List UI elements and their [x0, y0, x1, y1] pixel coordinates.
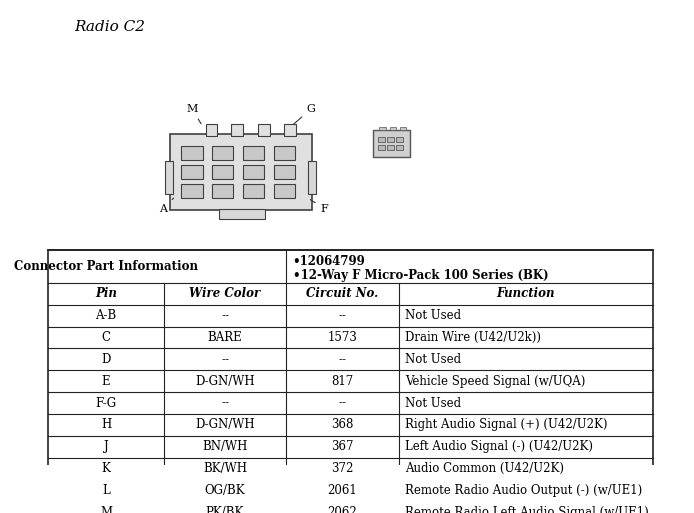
Text: F-G: F-G — [96, 397, 117, 409]
Text: BN/WH: BN/WH — [203, 440, 248, 453]
Text: Not Used: Not Used — [405, 309, 462, 322]
Text: M: M — [100, 505, 112, 513]
Text: Not Used: Not Used — [405, 353, 462, 366]
Bar — [181, 165, 203, 179]
Text: BK/WH: BK/WH — [203, 462, 247, 475]
Text: --: -- — [221, 397, 229, 409]
Bar — [373, 130, 410, 157]
Bar — [232, 124, 243, 136]
Text: J: J — [103, 440, 108, 453]
Text: --: -- — [339, 353, 346, 366]
Text: H: H — [101, 418, 111, 431]
Text: 372: 372 — [331, 462, 354, 475]
Bar — [285, 124, 296, 136]
Text: M: M — [187, 104, 201, 124]
Text: --: -- — [221, 309, 229, 322]
Bar — [212, 165, 233, 179]
Text: --: -- — [339, 397, 346, 409]
Text: A: A — [160, 198, 174, 213]
Bar — [274, 184, 295, 198]
Text: •12064799: •12064799 — [293, 255, 365, 268]
Text: --: -- — [221, 353, 229, 366]
Text: E: E — [102, 374, 110, 388]
Bar — [400, 127, 407, 130]
Bar — [387, 145, 393, 150]
Bar — [378, 137, 384, 143]
Text: L: L — [102, 484, 110, 497]
Text: 2061: 2061 — [328, 484, 357, 497]
Bar — [165, 161, 173, 194]
Bar — [181, 146, 203, 160]
Text: K: K — [101, 462, 110, 475]
Text: 368: 368 — [331, 418, 354, 431]
Bar — [308, 161, 316, 194]
Text: D-GN/WH: D-GN/WH — [195, 418, 255, 431]
Text: Wire Color: Wire Color — [189, 287, 261, 301]
Bar — [48, 250, 653, 513]
Bar — [181, 184, 203, 198]
Text: 1573: 1573 — [328, 331, 357, 344]
Bar — [274, 165, 295, 179]
Text: Function: Function — [496, 287, 555, 301]
Bar — [170, 133, 312, 210]
Text: PK/BK: PK/BK — [206, 505, 244, 513]
Text: D: D — [101, 353, 111, 366]
Bar — [396, 137, 403, 143]
Bar — [380, 127, 386, 130]
Text: OG/BK: OG/BK — [205, 484, 246, 497]
Text: BARE: BARE — [208, 331, 242, 344]
Bar — [390, 127, 396, 130]
Bar — [387, 137, 393, 143]
Bar — [243, 184, 264, 198]
Bar — [274, 146, 295, 160]
Bar — [219, 209, 265, 220]
Text: Left Audio Signal (-) (U42/U2K): Left Audio Signal (-) (U42/U2K) — [405, 440, 593, 453]
Bar — [243, 165, 264, 179]
Text: Connector Part Information: Connector Part Information — [14, 260, 198, 273]
Bar — [378, 145, 384, 150]
Bar — [212, 184, 233, 198]
Text: Radio C2: Radio C2 — [74, 20, 145, 34]
Bar — [396, 145, 403, 150]
Bar — [243, 146, 264, 160]
Text: Vehicle Speed Signal (w/UQA): Vehicle Speed Signal (w/UQA) — [405, 374, 586, 388]
Text: 2062: 2062 — [328, 505, 357, 513]
Text: 367: 367 — [331, 440, 354, 453]
Text: Not Used: Not Used — [405, 397, 462, 409]
Text: Remote Radio Audio Output (-) (w/UE1): Remote Radio Audio Output (-) (w/UE1) — [405, 484, 643, 497]
Text: --: -- — [339, 309, 346, 322]
Text: Drain Wire (U42/U2k)): Drain Wire (U42/U2k)) — [405, 331, 541, 344]
Text: F: F — [310, 200, 328, 213]
Text: D-GN/WH: D-GN/WH — [195, 374, 255, 388]
Text: C: C — [101, 331, 110, 344]
Bar — [212, 146, 233, 160]
Text: •12-Way F Micro-Pack 100 Series (BK): •12-Way F Micro-Pack 100 Series (BK) — [293, 269, 548, 282]
Text: Remote Radio Left Audio Signal (w/UE1): Remote Radio Left Audio Signal (w/UE1) — [405, 505, 649, 513]
Text: Audio Common (U42/U2K): Audio Common (U42/U2K) — [405, 462, 564, 475]
Bar — [258, 124, 270, 136]
Text: A-B: A-B — [95, 309, 117, 322]
Text: G: G — [294, 104, 316, 124]
Text: Circuit No.: Circuit No. — [306, 287, 378, 301]
Text: Right Audio Signal (+) (U42/U2K): Right Audio Signal (+) (U42/U2K) — [405, 418, 608, 431]
Bar — [205, 124, 217, 136]
Text: Pin: Pin — [95, 287, 117, 301]
Text: 817: 817 — [331, 374, 353, 388]
